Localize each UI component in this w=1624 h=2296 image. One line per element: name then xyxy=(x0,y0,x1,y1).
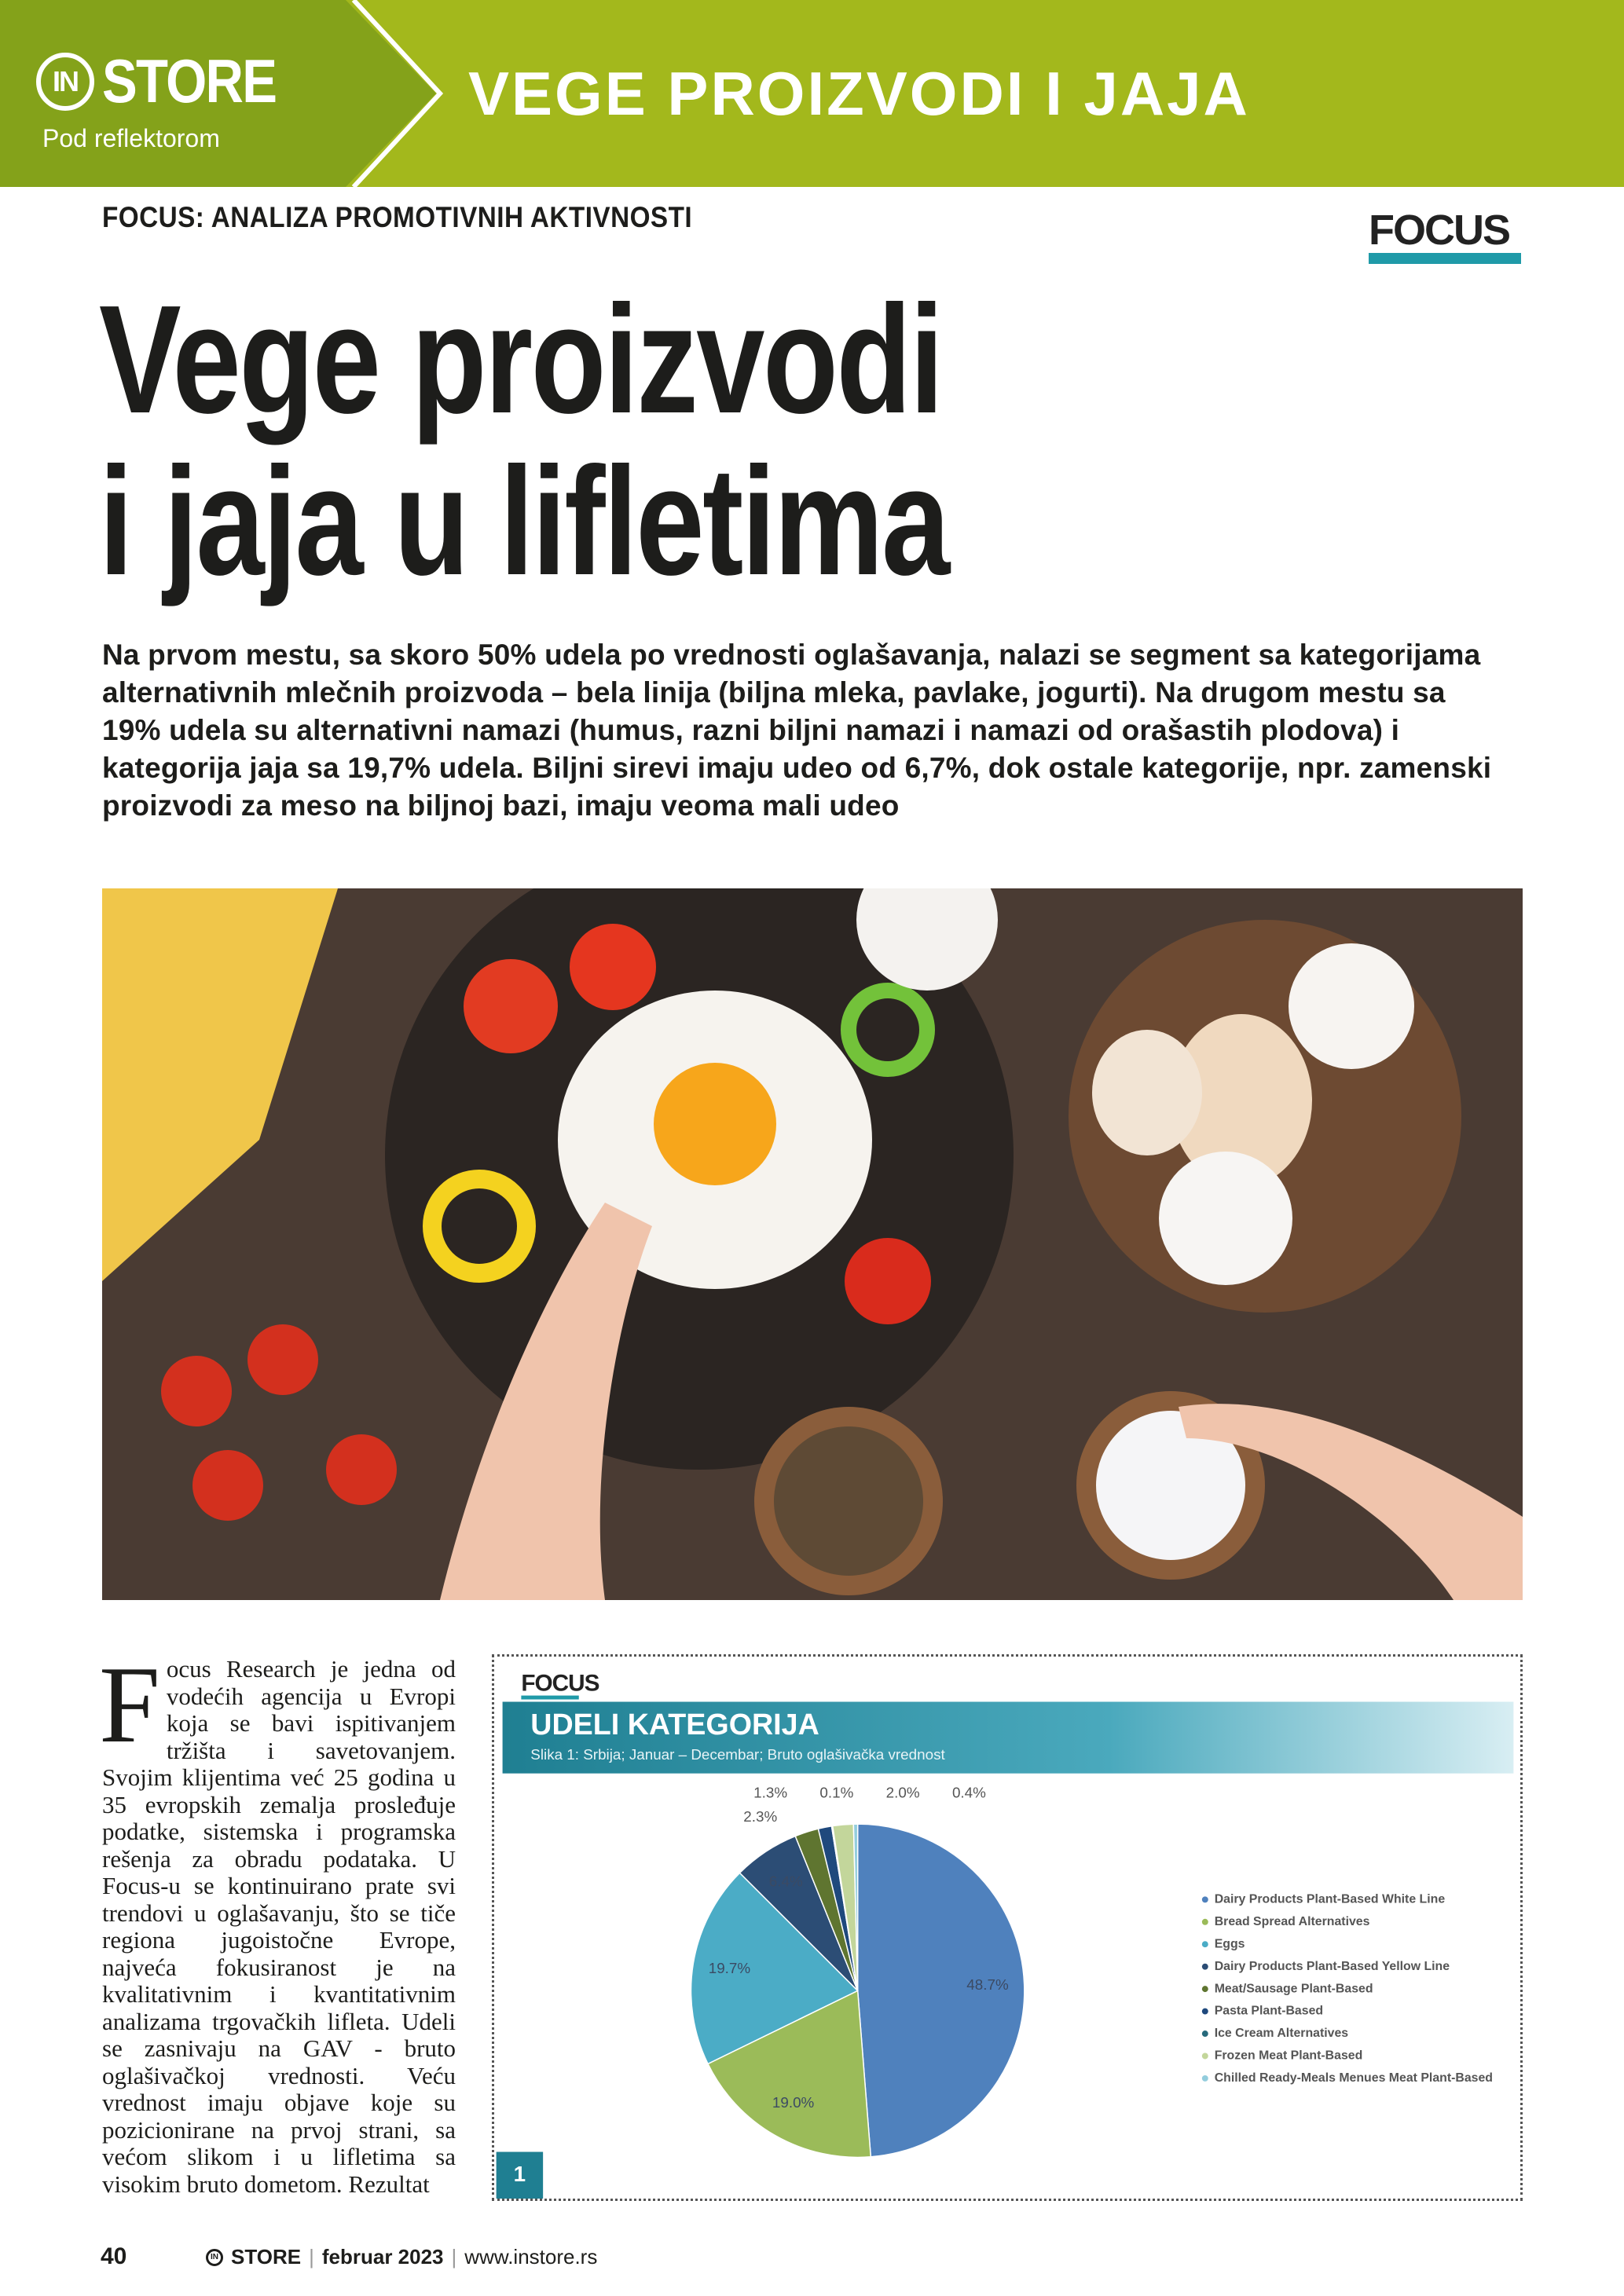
photo-egg xyxy=(1159,1152,1292,1285)
footer-separator: | xyxy=(309,2245,314,2269)
pie-value-label: 2.3% xyxy=(743,1808,777,1825)
pie: 48.7% 19.0% 19.7% 6.4% 2.3% 1.3% 0.1% 2.0% 0.4% xyxy=(690,1784,1025,2159)
photo-tomato xyxy=(570,924,656,1010)
photo-cherry-tomato xyxy=(326,1434,397,1505)
pie-value-label: 0.4% xyxy=(952,1784,986,1800)
kicker: FOCUS: ANALIZA PROMOTIVNIH AKTIVNOSTI xyxy=(102,201,693,233)
photo-cherry-tomato xyxy=(247,1324,318,1395)
legend-label: Frozen Meat Plant-Based xyxy=(1215,2049,1363,2063)
photo-pepper xyxy=(841,983,935,1077)
body-paragraph: ocus Research je jedna od vodećih agenci… xyxy=(102,1655,456,2198)
photo xyxy=(102,888,1523,1600)
headline: i jaja u lifletima xyxy=(99,435,950,607)
focus-logo: FOCUS xyxy=(1369,206,1521,269)
pie-value-label: 6.4% xyxy=(769,1873,803,1889)
figure-badge xyxy=(496,2151,544,2199)
photo-cloth xyxy=(102,888,338,1281)
legend-swatch xyxy=(1201,1963,1208,1970)
legend-swatch xyxy=(1201,1986,1208,1993)
legend-label: Eggs xyxy=(1215,1937,1245,1950)
photo-pepper xyxy=(423,1170,536,1283)
legend-swatch xyxy=(1201,1896,1208,1903)
drop-cap: F xyxy=(99,1644,160,1766)
chart-subtitle: Slika 1: Srbija; Januar – Decembar; Brut… xyxy=(530,1746,945,1763)
pie-slice xyxy=(690,1872,859,2065)
legend-label: Chilled Ready-Meals Menues Meat Plant-Ba… xyxy=(1215,2071,1493,2085)
legend-label: Dairy Products Plant-Based White Line xyxy=(1215,1892,1446,1906)
figure-number: 1 xyxy=(514,2162,526,2186)
photo-egg xyxy=(856,888,998,991)
tagline: Pod reflektorom xyxy=(42,124,220,152)
focus-logo-text: FOCUS xyxy=(1369,207,1511,254)
photo-yolk xyxy=(654,1063,776,1185)
lead-paragraph: Na prvom mestu, sa skoro 50% udela po vr… xyxy=(102,639,1492,822)
pie-value-label: 1.3% xyxy=(753,1784,787,1800)
photo-hand xyxy=(1179,1404,1523,1600)
photo-egg xyxy=(1092,1030,1202,1155)
pie-value-label: 19.7% xyxy=(709,1960,751,1976)
brand: STORE xyxy=(102,46,277,115)
photo-egg xyxy=(1171,1014,1312,1187)
pie-slice xyxy=(856,1823,1025,2158)
photo-tomato xyxy=(464,959,558,1053)
pie-value-label: 2.0% xyxy=(886,1784,920,1800)
focus-logo-bar xyxy=(1369,253,1521,264)
legend-label: Meat/Sausage Plant-Based xyxy=(1215,1982,1373,1995)
section-title: VEGE PROIZVODI I JAJA xyxy=(468,59,1250,128)
photo-cherry-tomato xyxy=(161,1356,232,1426)
footer-url: www.instore.rs xyxy=(464,2245,598,2269)
photo-egg xyxy=(1289,943,1414,1069)
photo-pepper xyxy=(845,1238,931,1324)
headline: Vege proizvodi xyxy=(99,273,944,445)
photo-salt xyxy=(1096,1411,1245,1560)
footer-separator: | xyxy=(451,2245,457,2269)
legend-swatch xyxy=(1201,1918,1208,1925)
chart-figure: FOCUS UDELI KATEGORIJA Slika 1: Srbija; … xyxy=(492,1654,1523,2201)
legend: Dairy Products Plant-Based White Line Bre… xyxy=(1201,1892,1493,2085)
pie-slice xyxy=(852,1823,859,1991)
brand-logo: IN STORE xyxy=(36,46,304,117)
legend-label: Bread Spread Alternatives xyxy=(1215,1915,1370,1928)
chart-logo-bar xyxy=(521,1695,579,1700)
chart-title: UDELI KATEGORIJA xyxy=(530,1708,819,1741)
legend-swatch xyxy=(1201,2008,1208,2015)
photo-ground-pepper xyxy=(774,1426,923,1576)
legend-label: Pasta Plant-Based xyxy=(1215,2005,1323,2018)
photo-hand xyxy=(440,1203,652,1600)
footer-brand-prefix: IN xyxy=(206,2248,223,2266)
footer-brand: STORE xyxy=(231,2245,302,2269)
page-number: 40 xyxy=(101,2243,127,2269)
legend-swatch xyxy=(1201,2074,1208,2082)
brand-prefix: IN xyxy=(36,52,94,111)
legend-label: Dairy Products Plant-Based Yellow Line xyxy=(1215,1960,1450,1973)
legend-swatch xyxy=(1201,2052,1208,2060)
chart-title-band xyxy=(502,1701,1514,1774)
header-left-block xyxy=(0,0,436,187)
chart-logo: FOCUS xyxy=(521,1671,599,1697)
header-band xyxy=(0,0,1624,187)
pie-value-label: 19.0% xyxy=(772,2094,815,2111)
footer-date: februar 2023 xyxy=(321,2245,444,2269)
photo-cherry-tomato xyxy=(192,1450,263,1521)
header-chevron xyxy=(351,0,444,187)
footer: IN STORE | februar 2023 | www.instore.rs xyxy=(206,2245,597,2269)
legend-swatch xyxy=(1201,1941,1208,1948)
pie-value-label: 0.1% xyxy=(819,1784,853,1800)
legend-label: Ice Cream Alternatives xyxy=(1215,2027,1349,2040)
pie-slice xyxy=(707,1990,872,2159)
legend-swatch xyxy=(1201,2031,1208,2037)
pie-value-label: 48.7% xyxy=(966,1976,1009,1993)
